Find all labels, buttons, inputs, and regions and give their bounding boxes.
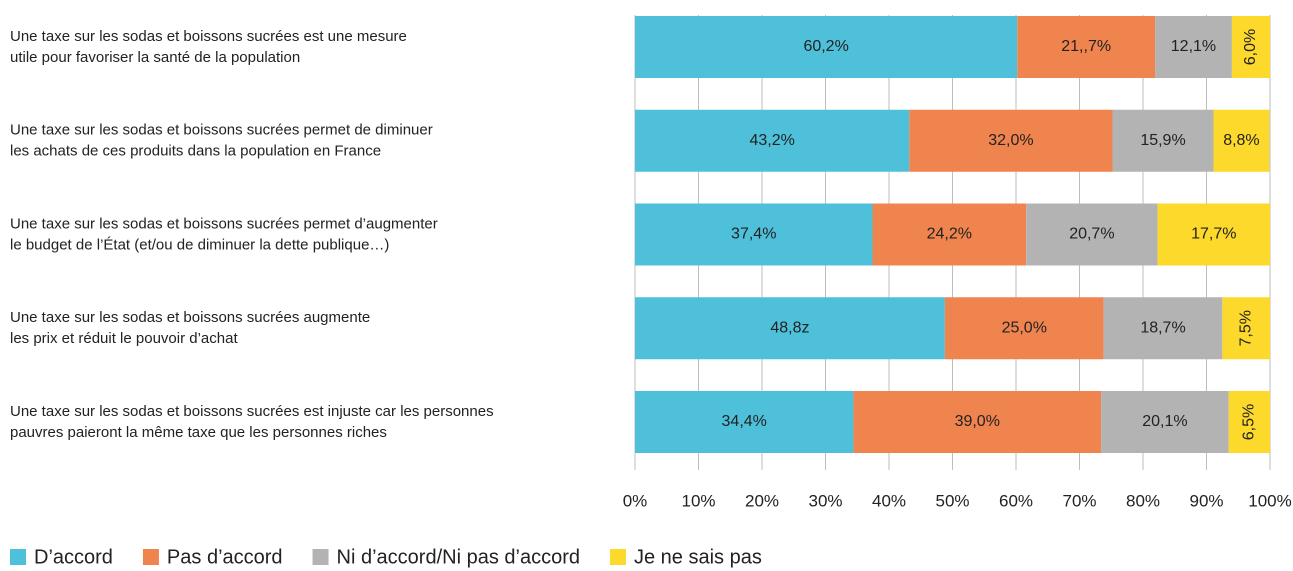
x-tick-label: 40% (872, 491, 906, 510)
bar-segment (944, 297, 1104, 360)
bar-segment (1157, 203, 1270, 266)
bar-segment (1213, 109, 1270, 172)
category-label: pauvres paieront la même taxe que les pe… (10, 424, 387, 441)
bar-segment (1112, 109, 1214, 172)
legend-swatch (142, 549, 159, 565)
category-label: Une taxe sur les sodas et boissons sucré… (10, 122, 433, 139)
x-tick-label: 0% (623, 491, 648, 510)
legend-swatch (312, 549, 329, 565)
value-label: 18,7% (1140, 319, 1185, 336)
bar-segment (635, 109, 910, 172)
value-label: 7,5% (1237, 310, 1254, 346)
category-label: Une taxe sur les sodas et boissons sucré… (10, 403, 494, 420)
category-label: les achats de ces produits dans la popul… (10, 143, 381, 160)
bar-segment (872, 203, 1027, 266)
value-label: 32,0% (988, 132, 1033, 149)
category-label: les prix et réduit le pouvoir d’achat (10, 330, 238, 347)
legend-label: Je ne sais pas (634, 546, 762, 568)
category-label: Une taxe sur les sodas et boissons sucré… (10, 215, 438, 232)
category-label: Une taxe sur les sodas et boissons sucré… (10, 28, 407, 45)
x-tick-label: 30% (808, 491, 842, 510)
legend-swatch (10, 549, 26, 565)
value-label: 34,4% (722, 413, 767, 430)
value-label: 60,2% (803, 38, 848, 55)
value-label: 20,1% (1142, 413, 1187, 430)
value-label: 8,8% (1223, 132, 1259, 149)
bar-segment (1017, 16, 1156, 78)
x-tick-label: 100% (1248, 491, 1291, 510)
category-label: utile pour favoriser la santé de la popu… (10, 49, 300, 66)
legend-swatch (609, 549, 626, 565)
x-tick-label: 70% (1062, 491, 1096, 510)
value-label: 24,2% (927, 226, 972, 243)
bar-segment (635, 297, 945, 360)
bar-segment (635, 391, 854, 453)
bar-segment (909, 109, 1113, 172)
bar-segment (1101, 391, 1229, 453)
legend-label: D’accord (34, 546, 113, 568)
category-label: le budget de l’État (et/ou de diminuer l… (10, 236, 389, 253)
value-label: 6,0% (1242, 29, 1259, 65)
value-label: 37,4% (731, 226, 776, 243)
x-tick-label: 90% (1189, 491, 1223, 510)
value-label: 6,5% (1241, 404, 1258, 440)
value-label: 20,7% (1069, 226, 1114, 243)
value-label: 39,0% (955, 413, 1000, 430)
legend-label: Pas d’accord (167, 546, 283, 568)
value-label: 43,2% (749, 132, 794, 149)
bar-segment (635, 203, 873, 266)
category-label: Une taxe sur les sodas et boissons sucré… (10, 309, 370, 326)
x-tick-label: 20% (745, 491, 779, 510)
bar-segment (1155, 16, 1232, 78)
bar-segment (1228, 391, 1270, 453)
value-label: 21,,7% (1061, 38, 1111, 55)
bar-segment (1222, 297, 1270, 360)
bar-segment (635, 16, 1018, 78)
value-label: 17,7% (1191, 226, 1236, 243)
bar-segment (1103, 297, 1223, 360)
value-label: 48,8z (770, 319, 809, 336)
bar-segment (1026, 203, 1158, 266)
x-tick-label: 50% (935, 491, 969, 510)
value-label: 12,1% (1171, 38, 1216, 55)
x-tick-label: 60% (999, 491, 1033, 510)
x-tick-label: 80% (1126, 491, 1160, 510)
x-tick-label: 10% (681, 491, 715, 510)
value-label: 15,9% (1140, 132, 1185, 149)
legend-label: Ni d’accord/Ni pas d’accord (337, 546, 580, 568)
bar-segment (853, 391, 1102, 453)
value-label: 25,0% (1002, 319, 1047, 336)
bar-segment (1231, 16, 1270, 78)
